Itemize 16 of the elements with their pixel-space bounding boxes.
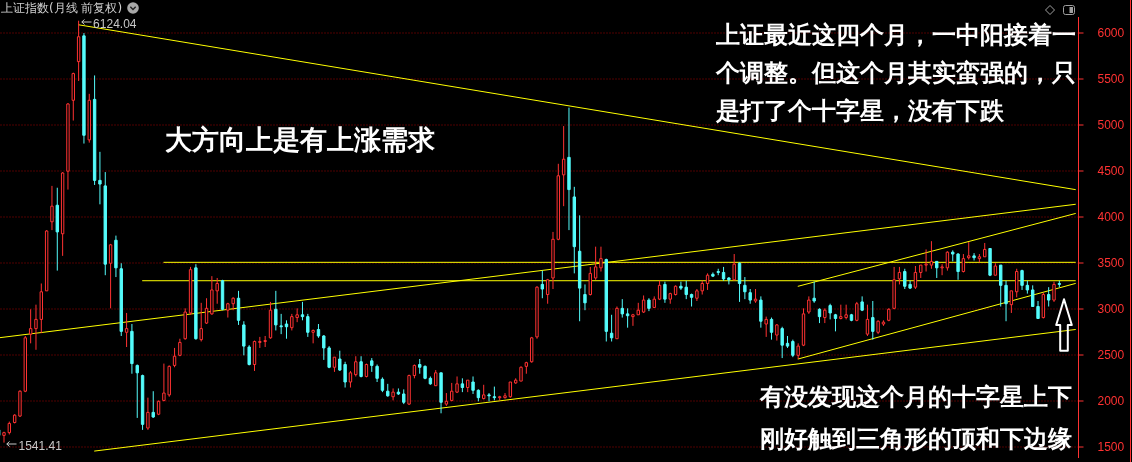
y-tick-label: 4500 [1097,163,1125,178]
y-tick-label: 3000 [1097,301,1125,316]
annotation: 大方向上是有上涨需求 [165,124,436,156]
chart-title: 上证指数(月线 前复权) [1,1,123,15]
annotation: 有没发现这个月的十字星上下刚好触到三角形的顶和下边缘 [760,382,1073,455]
annotation: 1541.41 [18,438,63,453]
y-tick-label: 6000 [1097,25,1125,40]
y-tick-label: 5500 [1097,71,1125,86]
y-tick-label: 2500 [1097,347,1125,362]
y-tick-label: 5000 [1097,117,1125,132]
y-tick-label: 4000 [1097,209,1125,224]
annotation: 6124.04 [93,16,137,31]
annotation: 上证最近这四个月，一中阳接着一个调整。但这个月其实蛮强的，只是打了个十字星，没有下跌 [716,20,1077,127]
y-tick-label: 3500 [1097,255,1125,270]
y-tick-label: 2000 [1097,393,1125,408]
y-tick-label: 1500 [1097,439,1125,454]
